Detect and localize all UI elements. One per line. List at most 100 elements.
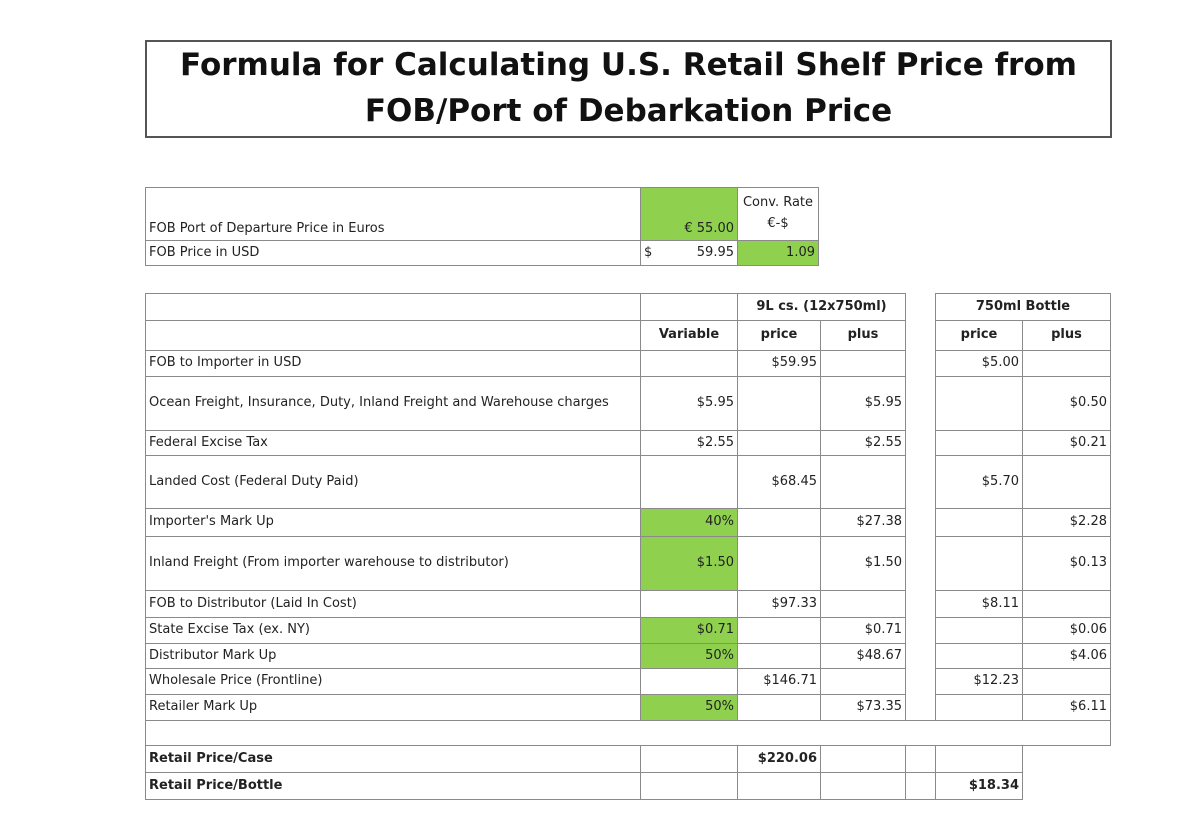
value-cell xyxy=(737,508,821,537)
value-cell xyxy=(737,617,821,644)
value-cell: $59.95 xyxy=(640,240,738,266)
value-cell: $8.11 xyxy=(935,590,1023,618)
value-cell: $4.06 xyxy=(1022,643,1111,669)
value-cell xyxy=(935,430,1023,456)
column-header: plus xyxy=(1022,320,1111,351)
row-label: Landed Cost (Federal Duty Paid) xyxy=(145,455,641,509)
total-cell xyxy=(935,745,1023,773)
value-cell: $146.71 xyxy=(737,668,821,695)
value-cell xyxy=(820,668,906,695)
value-cell: $27.38 xyxy=(820,508,906,537)
total-cell xyxy=(737,772,821,800)
value-cell: $68.45 xyxy=(737,455,821,509)
value-cell: $73.35 xyxy=(820,694,906,721)
value-cell xyxy=(737,694,821,721)
cell xyxy=(640,293,738,321)
value-cell: $6.11 xyxy=(1022,694,1111,721)
value-cell xyxy=(935,376,1023,431)
value-cell xyxy=(640,590,738,618)
column-header: price xyxy=(737,320,821,351)
value-cell xyxy=(1022,350,1111,377)
column-header: price xyxy=(935,320,1023,351)
value-cell: $0.06 xyxy=(1022,617,1111,644)
total-cell xyxy=(640,745,738,773)
column-header: plus xyxy=(820,320,906,351)
value-cell xyxy=(737,536,821,591)
value-cell xyxy=(640,668,738,695)
value-cell xyxy=(640,350,738,377)
label-cell: FOB Price in USD xyxy=(145,240,641,266)
value-part: $ xyxy=(644,244,653,260)
spacer-row xyxy=(145,720,1111,746)
total-cell: $220.06 xyxy=(737,745,821,773)
label-cell: FOB Port of Departure Price in Euros xyxy=(145,187,641,241)
value-cell: $0.50 xyxy=(1022,376,1111,431)
value-cell xyxy=(820,350,906,377)
total-cell xyxy=(905,772,936,800)
title-line: FOB/Port of Debarkation Price xyxy=(364,93,893,129)
row-label: FOB to Importer in USD xyxy=(145,350,641,377)
value-cell: $5.95 xyxy=(640,376,738,431)
value-cell: $48.67 xyxy=(820,643,906,669)
column-header xyxy=(145,320,641,351)
value-cell xyxy=(737,430,821,456)
value-cell: $1.50 xyxy=(640,536,738,591)
row-label: FOB to Distributor (Laid In Cost) xyxy=(145,590,641,618)
total-label: Retail Price/Bottle xyxy=(145,772,641,800)
total-cell xyxy=(640,772,738,800)
value-cell: $0.71 xyxy=(640,617,738,644)
group-header: 750ml Bottle xyxy=(935,293,1111,321)
row-label: Federal Excise Tax xyxy=(145,430,641,456)
total-label: Retail Price/Case xyxy=(145,745,641,773)
value-cell: $2.55 xyxy=(640,430,738,456)
value-cell: 40% xyxy=(640,508,738,537)
value-cell: $1.50 xyxy=(820,536,906,591)
total-cell xyxy=(820,745,906,773)
row-label: Inland Freight (From importer warehouse … xyxy=(145,536,641,591)
column-header: Variable xyxy=(640,320,738,351)
value-cell: $5.95 xyxy=(820,376,906,431)
value-cell: $2.28 xyxy=(1022,508,1111,537)
value-cell: € 55.00 xyxy=(640,187,738,241)
row-label: Retailer Mark Up xyxy=(145,694,641,721)
value-cell xyxy=(737,376,821,431)
value-cell xyxy=(935,508,1023,537)
value-cell: $2.55 xyxy=(820,430,906,456)
value-cell xyxy=(935,694,1023,721)
row-label: State Excise Tax (ex. NY) xyxy=(145,617,641,644)
cell xyxy=(145,293,641,321)
value-cell: $0.21 xyxy=(1022,430,1111,456)
row-label: Distributor Mark Up xyxy=(145,643,641,669)
value-cell: $0.71 xyxy=(820,617,906,644)
value-part: 59.95 xyxy=(696,244,734,260)
value-cell xyxy=(1022,668,1111,695)
title-line: Formula for Calculating U.S. Retail Shel… xyxy=(180,47,1077,83)
total-cell xyxy=(905,745,936,773)
value-cell xyxy=(820,455,906,509)
row-label: Wholesale Price (Frontline) xyxy=(145,668,641,695)
header-cell: Conv. Rate €-$ xyxy=(737,187,819,241)
value-cell xyxy=(935,617,1023,644)
total-cell xyxy=(820,772,906,800)
value-cell: $5.00 xyxy=(935,350,1023,377)
value-cell: $5.70 xyxy=(935,455,1023,509)
value-cell xyxy=(1022,455,1111,509)
value-cell: 50% xyxy=(640,694,738,721)
row-label: Ocean Freight, Insurance, Duty, Inland F… xyxy=(145,376,641,431)
value-cell xyxy=(1022,590,1111,618)
title-box: Formula for Calculating U.S. Retail Shel… xyxy=(145,40,1112,138)
group-header: 9L cs. (12x750ml) xyxy=(737,293,906,321)
value-cell xyxy=(737,643,821,669)
value-cell: 1.09 xyxy=(737,240,819,266)
value-cell xyxy=(935,536,1023,591)
value-cell: 50% xyxy=(640,643,738,669)
value-cell: $97.33 xyxy=(737,590,821,618)
value-cell: $12.23 xyxy=(935,668,1023,695)
value-cell: $59.95 xyxy=(737,350,821,377)
value-cell xyxy=(820,590,906,618)
row-label: Importer's Mark Up xyxy=(145,508,641,537)
value-cell: $0.13 xyxy=(1022,536,1111,591)
value-cell xyxy=(640,455,738,509)
value-cell xyxy=(935,643,1023,669)
